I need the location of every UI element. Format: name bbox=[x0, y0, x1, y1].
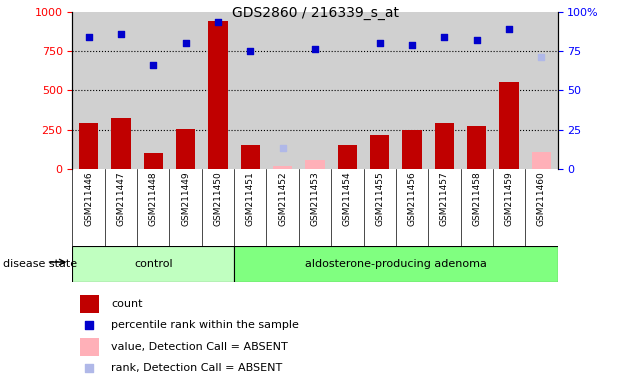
FancyBboxPatch shape bbox=[234, 246, 558, 282]
Text: GSM211446: GSM211446 bbox=[84, 171, 93, 226]
Text: aldosterone-producing adenoma: aldosterone-producing adenoma bbox=[305, 259, 487, 269]
Bar bbox=[306, 159, 324, 169]
Text: GSM211459: GSM211459 bbox=[505, 171, 513, 226]
Point bbox=[310, 46, 320, 52]
Bar bbox=[500, 81, 518, 169]
Text: GSM211457: GSM211457 bbox=[440, 171, 449, 226]
Text: value, Detection Call = ABSENT: value, Detection Call = ABSENT bbox=[112, 342, 288, 352]
Text: count: count bbox=[112, 299, 143, 309]
FancyBboxPatch shape bbox=[72, 246, 234, 282]
Bar bbox=[112, 118, 130, 169]
Point bbox=[245, 48, 255, 54]
Bar bbox=[338, 144, 357, 169]
Text: rank, Detection Call = ABSENT: rank, Detection Call = ABSENT bbox=[112, 363, 282, 373]
Point bbox=[278, 146, 288, 152]
Bar bbox=[209, 21, 227, 169]
Point bbox=[148, 62, 158, 68]
Point bbox=[472, 37, 482, 43]
Point bbox=[536, 54, 546, 60]
Point bbox=[84, 365, 94, 371]
Text: GSM211447: GSM211447 bbox=[117, 171, 125, 226]
Bar bbox=[273, 166, 292, 169]
Text: GSM211460: GSM211460 bbox=[537, 171, 546, 226]
Bar bbox=[176, 129, 195, 169]
Point bbox=[407, 41, 417, 48]
Bar bbox=[370, 135, 389, 169]
Text: GSM211449: GSM211449 bbox=[181, 171, 190, 226]
Point bbox=[375, 40, 385, 46]
Text: GSM211456: GSM211456 bbox=[408, 171, 416, 226]
Bar bbox=[144, 153, 163, 169]
Bar bbox=[403, 131, 421, 169]
Text: percentile rank within the sample: percentile rank within the sample bbox=[112, 320, 299, 330]
Text: GSM211453: GSM211453 bbox=[311, 171, 319, 226]
Bar bbox=[79, 123, 98, 169]
Text: disease state: disease state bbox=[3, 259, 77, 269]
Text: GSM211451: GSM211451 bbox=[246, 171, 255, 226]
Bar bbox=[241, 146, 260, 169]
Text: GDS2860 / 216339_s_at: GDS2860 / 216339_s_at bbox=[231, 6, 399, 20]
Text: GSM211458: GSM211458 bbox=[472, 171, 481, 226]
Text: GSM211454: GSM211454 bbox=[343, 171, 352, 226]
Bar bbox=[80, 295, 99, 313]
Text: GSM211448: GSM211448 bbox=[149, 171, 158, 226]
Point bbox=[213, 19, 223, 25]
Text: GSM211452: GSM211452 bbox=[278, 171, 287, 226]
Bar bbox=[532, 152, 551, 169]
Text: GSM211450: GSM211450 bbox=[214, 171, 222, 226]
Point bbox=[84, 34, 94, 40]
Point bbox=[181, 40, 191, 46]
Point bbox=[504, 26, 514, 32]
Text: control: control bbox=[134, 259, 173, 269]
Bar bbox=[467, 126, 486, 169]
Point bbox=[84, 322, 94, 328]
Point bbox=[116, 31, 126, 37]
Text: GSM211455: GSM211455 bbox=[375, 171, 384, 226]
Point bbox=[439, 34, 449, 40]
Bar bbox=[435, 122, 454, 169]
Bar bbox=[80, 338, 99, 356]
